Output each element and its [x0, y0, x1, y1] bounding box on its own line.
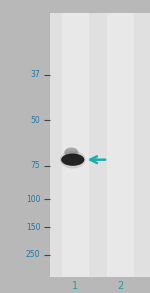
- Text: 2: 2: [117, 281, 123, 291]
- Text: 1: 1: [72, 281, 78, 291]
- Bar: [61, 13, 88, 277]
- Text: 150: 150: [26, 223, 40, 231]
- Bar: [106, 13, 134, 277]
- Ellipse shape: [61, 154, 84, 166]
- Text: 250: 250: [26, 251, 40, 259]
- Text: 50: 50: [31, 116, 40, 125]
- Text: 75: 75: [31, 161, 40, 170]
- Text: 37: 37: [31, 70, 40, 79]
- Text: 100: 100: [26, 195, 40, 204]
- Ellipse shape: [64, 147, 78, 157]
- Ellipse shape: [60, 151, 85, 168]
- Bar: [50, 13, 150, 277]
